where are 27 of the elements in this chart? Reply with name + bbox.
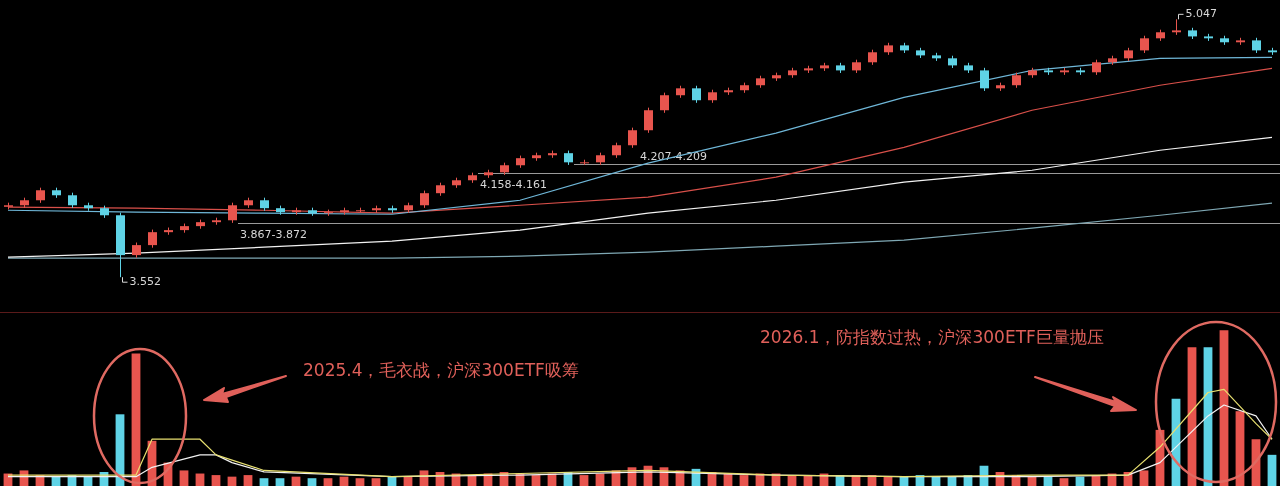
bar (1059, 478, 1069, 486)
bar (579, 475, 589, 486)
bar (323, 478, 333, 486)
bar (275, 478, 285, 486)
ref-line-label: 3.867-3.872 (240, 227, 307, 241)
bar (1267, 454, 1277, 486)
bar (739, 475, 749, 486)
bar (243, 475, 253, 486)
candlestick (628, 127, 637, 149)
bar (307, 478, 317, 486)
annotation: 2025.4，毛衣战，沪深300ETF吸筹 (303, 359, 579, 380)
bar (1139, 470, 1149, 486)
bar (355, 478, 365, 486)
bar (371, 478, 381, 486)
candlestick (660, 92, 669, 114)
candlestick (228, 202, 237, 224)
bar (531, 475, 541, 486)
bar (179, 470, 189, 486)
annotation: 2026.1，防指数过热，沪深300ETF巨量抛压 (760, 326, 1104, 347)
ref-line-label: 4.158-4.161 (480, 177, 547, 191)
annotation: 5.047 (1185, 7, 1217, 21)
candlestick (148, 229, 157, 249)
bar (211, 475, 221, 486)
annotation: 3.552 (129, 275, 161, 289)
candlestick (644, 107, 653, 134)
bar (259, 478, 269, 486)
candlestick (980, 67, 989, 92)
